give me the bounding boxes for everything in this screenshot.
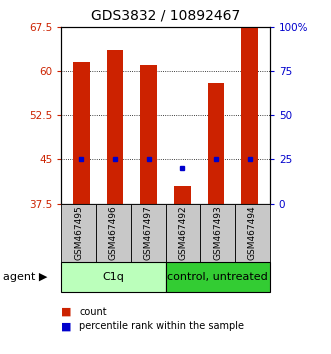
Text: GSM467494: GSM467494 [248,205,257,260]
Text: percentile rank within the sample: percentile rank within the sample [79,321,244,331]
Text: agent ▶: agent ▶ [3,272,48,282]
Bar [174,186,191,204]
Bar [73,62,90,204]
Bar [107,50,123,204]
Text: GDS3832 / 10892467: GDS3832 / 10892467 [91,9,240,23]
Text: GSM467493: GSM467493 [213,205,222,260]
Text: GSM467496: GSM467496 [109,205,118,260]
Text: ■: ■ [61,307,72,316]
Bar [140,65,157,204]
Text: GSM467492: GSM467492 [178,205,187,260]
Bar [241,27,258,204]
Bar [208,82,224,204]
Text: ■: ■ [61,321,72,331]
Text: GSM467495: GSM467495 [74,205,83,260]
Text: C1q: C1q [102,272,124,282]
Text: control, untreated: control, untreated [167,272,268,282]
Text: count: count [79,307,107,316]
Text: GSM467497: GSM467497 [144,205,153,260]
